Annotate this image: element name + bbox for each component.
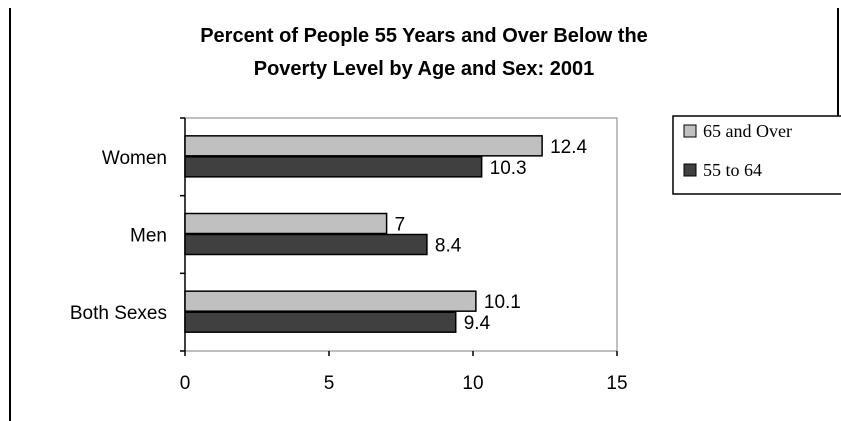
legend: 65 and Over 55 to 64 [672,115,841,195]
data-label: 12.4 [550,137,587,158]
x-tick-label: 5 [324,373,335,394]
chart-title-line2: Poverty Level by Age and Sex: 2001 [254,58,595,80]
legend-swatch-65-and-over [683,124,697,138]
bar-65-and-over [184,135,543,157]
category-label: Both Sexes [70,303,167,324]
category-label: Women [102,148,167,169]
bar-65-and-over [184,290,477,312]
data-label: 10.1 [484,292,521,313]
legend-label-65-and-over: 65 and Over [703,121,792,141]
data-label: 7 [395,215,406,236]
category-label: Men [130,226,167,247]
data-label: 10.3 [490,158,527,179]
bar-55-to-64 [184,311,457,333]
legend-label-55-to-64: 55 to 64 [703,160,762,180]
data-label: 9.4 [464,313,491,334]
x-tick-label: 0 [180,373,191,394]
legend-box [672,115,841,195]
legend-swatch-55-to-64 [683,163,697,177]
bar-55-to-64 [184,233,428,256]
bar-65-and-over [184,212,388,235]
bar-55-to-64 [184,156,483,178]
data-label: 8.4 [435,236,462,257]
x-tick-label: 15 [606,373,627,394]
chart-title-line1: Percent of People 55 Years and Over Belo… [200,25,648,47]
x-tick-label: 10 [462,373,483,394]
